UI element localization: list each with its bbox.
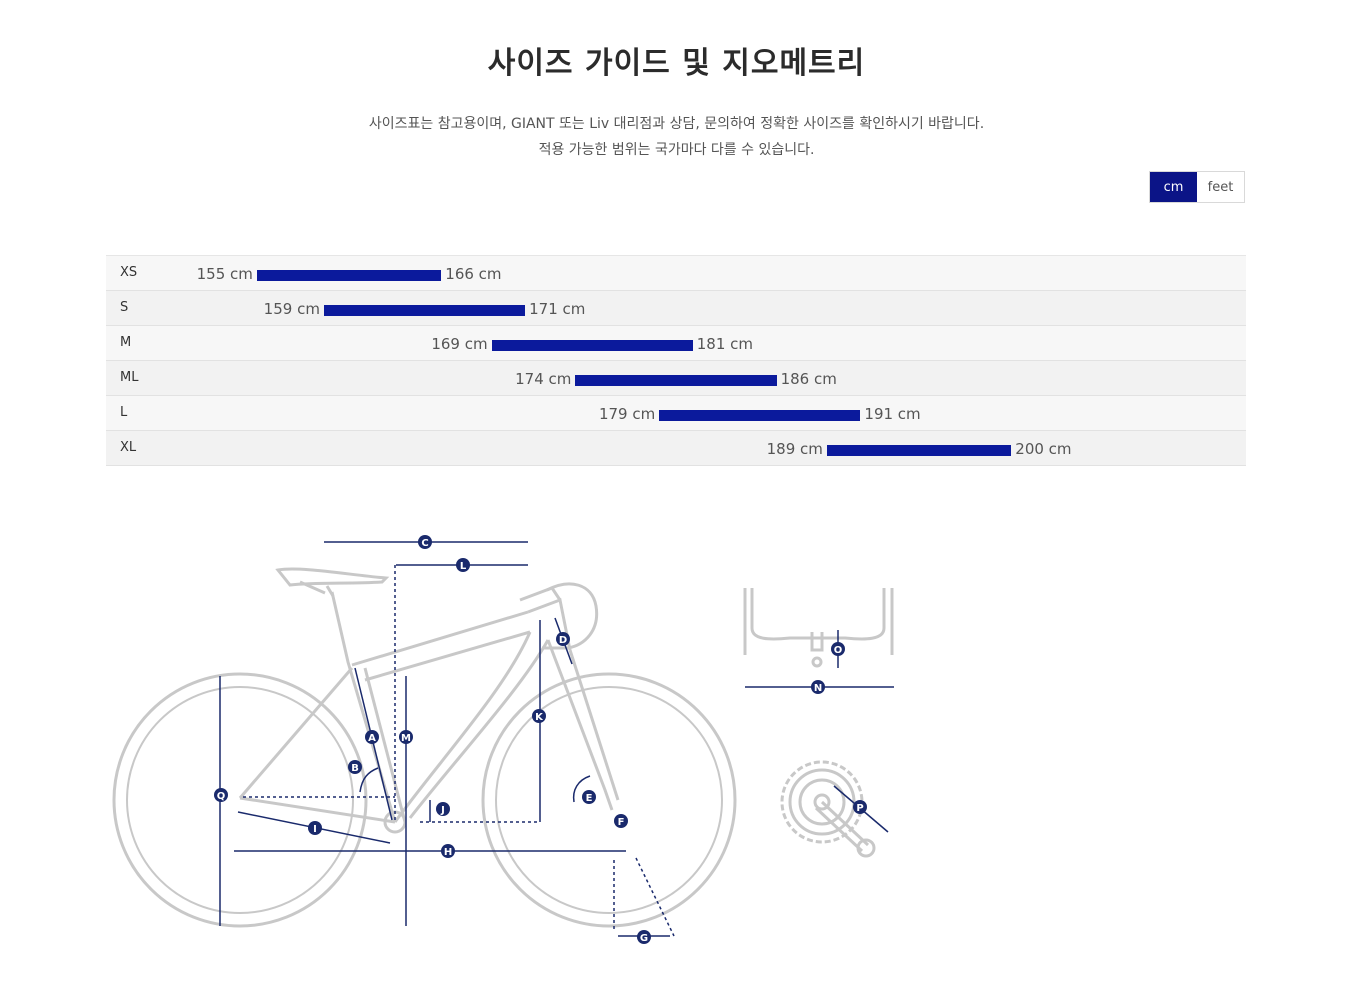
size-row: L 179 cm 191 cm — [106, 396, 1246, 431]
size-max-height: 200 cm — [1015, 440, 1072, 458]
size-label: L — [120, 405, 128, 420]
size-range-bar — [323, 305, 526, 316]
bike-outline — [112, 567, 737, 928]
marker-i-dot — [308, 821, 322, 835]
marker-m-label: M — [401, 733, 411, 744]
size-min-height: 159 cm — [263, 300, 320, 318]
size-row: XL 189 cm 200 cm — [106, 431, 1246, 466]
size-max-height: 186 cm — [780, 370, 837, 388]
size-range-bar — [491, 340, 693, 351]
marker-d-dot — [556, 632, 570, 646]
size-row: ML 174 cm 186 cm — [106, 361, 1246, 396]
marker-k-label: K — [535, 712, 544, 723]
marker-b-label: B — [351, 763, 359, 774]
marker-q-label: Q — [217, 791, 226, 802]
unit-feet-button[interactable]: feet — [1207, 179, 1234, 195]
size-range-bar — [575, 375, 777, 386]
marker-b-dot — [348, 760, 362, 774]
size-guide-description: 사이즈표는 참고용이며, GIANT 또는 Liv 대리점과 상담, 문의하여 … — [368, 116, 985, 132]
marker-o-label: O — [834, 645, 843, 656]
marker-k-dot — [532, 709, 546, 723]
unit-toggle: cm feet — [1149, 171, 1245, 203]
size-max-height: 166 cm — [445, 265, 502, 283]
size-row: M 169 cm 181 cm — [106, 326, 1246, 361]
marker-d-label: D — [559, 635, 567, 646]
marker-i-label: I — [313, 824, 317, 835]
size-row: S 159 cm 171 cm — [106, 291, 1246, 326]
geometry-markers: A B C D E F G H I J K L M N O P Q — [214, 535, 867, 944]
marker-n-dot — [811, 680, 825, 694]
dimension-lines — [219, 541, 894, 937]
marker-c-label: C — [421, 538, 428, 549]
size-max-height: 181 cm — [696, 335, 754, 353]
size-range-bar — [826, 445, 1012, 456]
size-label: ML — [120, 370, 139, 385]
size-row: XS 155 cm 166 cm — [106, 256, 1246, 291]
size-range-bar — [659, 410, 861, 421]
size-label: S — [120, 300, 129, 315]
marker-f-label: F — [618, 817, 625, 828]
marker-p-dot — [853, 800, 867, 814]
size-label: XL — [120, 440, 137, 455]
size-chart-table: XS 155 cm 166 cm S 159 cm 171 cm M 169 cm 181 cm… — [106, 255, 1246, 466]
size-min-height: 179 cm — [598, 405, 656, 423]
marker-j-dot — [436, 802, 450, 816]
size-guide-note: 적용 가능한 범위는 국가마다 다를 수 있습니다. — [538, 142, 815, 158]
handlebar-front-view — [743, 588, 894, 668]
marker-h-dot — [441, 844, 455, 858]
marker-l-dot — [456, 558, 470, 572]
unit-cm-button[interactable]: cm — [1150, 172, 1197, 202]
size-min-height: 155 cm — [196, 265, 253, 283]
marker-l-label: L — [460, 561, 467, 572]
marker-q-dot — [214, 788, 228, 802]
marker-o-dot — [831, 642, 845, 656]
size-min-height: 169 cm — [431, 335, 488, 353]
size-label: XS — [120, 265, 138, 280]
marker-n-label: N — [814, 683, 822, 694]
marker-g-label: G — [640, 933, 648, 944]
marker-g-dot — [637, 930, 651, 944]
size-max-height: 171 cm — [529, 300, 586, 318]
marker-j-label: J — [440, 805, 445, 816]
marker-h-label: H — [444, 847, 452, 858]
size-label: M — [120, 335, 132, 350]
marker-m-dot — [399, 730, 413, 744]
marker-p-label: P — [856, 803, 863, 814]
marker-f-dot — [614, 814, 628, 828]
marker-c-dot — [418, 535, 432, 549]
marker-e-dot — [582, 790, 596, 804]
size-range-bar — [256, 270, 442, 281]
size-min-height: 174 cm — [515, 370, 572, 388]
size-max-height: 191 cm — [864, 405, 921, 423]
marker-a-label: A — [368, 733, 376, 744]
size-min-height: 189 cm — [766, 440, 823, 458]
page-title: 사이즈 가이드 및 지오메트리 — [487, 46, 866, 81]
marker-e-label: E — [586, 793, 593, 804]
marker-a-dot — [365, 730, 379, 744]
